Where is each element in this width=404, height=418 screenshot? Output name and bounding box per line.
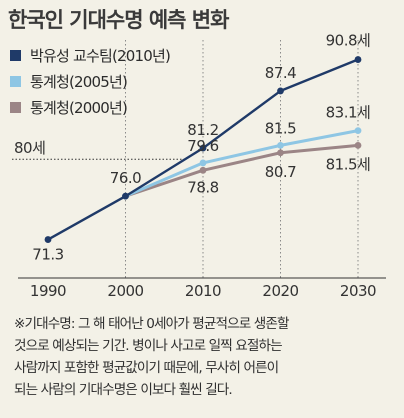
- data-point-statistics-2000: [354, 141, 362, 149]
- footnote-line: ※기대수명: 그 해 태어난 0세아가 평균적으로 생존할: [14, 316, 289, 332]
- data-label-prof-park: 90.8세: [326, 32, 371, 50]
- data-point-statistics-2005: [354, 127, 362, 135]
- data-point-prof-park: [44, 236, 52, 243]
- legend: 박유성 교수팀(2010년) 통계청(2005년) 통계청(2000년): [10, 42, 171, 120]
- reference-line-label: 80세: [14, 139, 45, 157]
- data-label-prof-park: 87.4: [265, 64, 296, 82]
- legend-label-prof-park: 박유성 교수팀(2010년): [30, 46, 171, 65]
- legend-swatch-prof-park: [10, 49, 21, 61]
- data-label-statistics-2005: 79.6: [187, 137, 218, 155]
- data-point-prof-park: [199, 144, 207, 152]
- x-tick-label: 2020: [262, 282, 298, 300]
- data-label-prof-park: 71.3: [32, 246, 63, 264]
- data-label-statistics-2000: 80.7: [265, 163, 296, 181]
- data-point-prof-park: [277, 87, 284, 95]
- legend-swatch-statistics-2000: [10, 101, 21, 113]
- footnote-line: 되는 사람의 기대수명은 이보다 훨씬 길다.: [14, 382, 233, 398]
- data-label-statistics-2005: 83.1세: [326, 104, 371, 122]
- data-point-statistics-2000: [199, 166, 207, 174]
- data-label-prof-park: 81.2: [187, 121, 218, 139]
- series-line-statistics-2000: [125, 143, 359, 198]
- footnote-line: 것으로 예상되는 기간. 병이나 사고로 일찍 요절하는: [14, 338, 283, 354]
- x-tick-label: 1990: [30, 282, 66, 300]
- data-point-prof-park: [122, 192, 129, 200]
- legend-label-statistics-2005: 통계청(2005년): [30, 72, 128, 91]
- data-point-statistics-2000: [277, 149, 284, 157]
- legend-item-prof-park: 박유성 교수팀(2010년): [10, 42, 171, 68]
- legend-item-statistics-2000: 통계청(2000년): [10, 94, 170, 120]
- data-label-statistics-2000: 81.5세: [326, 155, 371, 173]
- data-label-statistics-2005: 81.5: [265, 119, 296, 137]
- data-point-statistics-2005: [199, 159, 207, 167]
- legend-item-statistics-2005: 통계청(2005년): [10, 68, 170, 94]
- chart-title: 한국인 기대수명 예측 변화: [8, 8, 229, 32]
- series-line-statistics-2005: [124, 129, 359, 198]
- x-tick-label: 2030: [340, 282, 376, 300]
- footnote-line: 사람까지 포함한 평균값이기 때문에, 무사히 어른이: [14, 360, 279, 376]
- x-tick-label: 2010: [185, 282, 221, 300]
- legend-swatch-statistics-2005: [10, 75, 21, 87]
- life-expectancy-chart: 80세 1990 2000 2010 2020 2030 78.8 80.7 81.5세 79…: [12, 32, 386, 300]
- legend-label-statistics-2000: 통계청(2000년): [30, 98, 128, 117]
- data-point-statistics-2005: [277, 141, 284, 149]
- data-point-prof-park: [354, 56, 362, 63]
- footnote: ※기대수명: 그 해 태어난 0세아가 평균적으로 생존할 것으로 예상되는 기…: [14, 313, 396, 401]
- data-label-statistics-2000: 78.8: [187, 178, 218, 196]
- data-label-prof-park: 76.0: [110, 169, 141, 187]
- x-tick-label: 2000: [107, 282, 143, 300]
